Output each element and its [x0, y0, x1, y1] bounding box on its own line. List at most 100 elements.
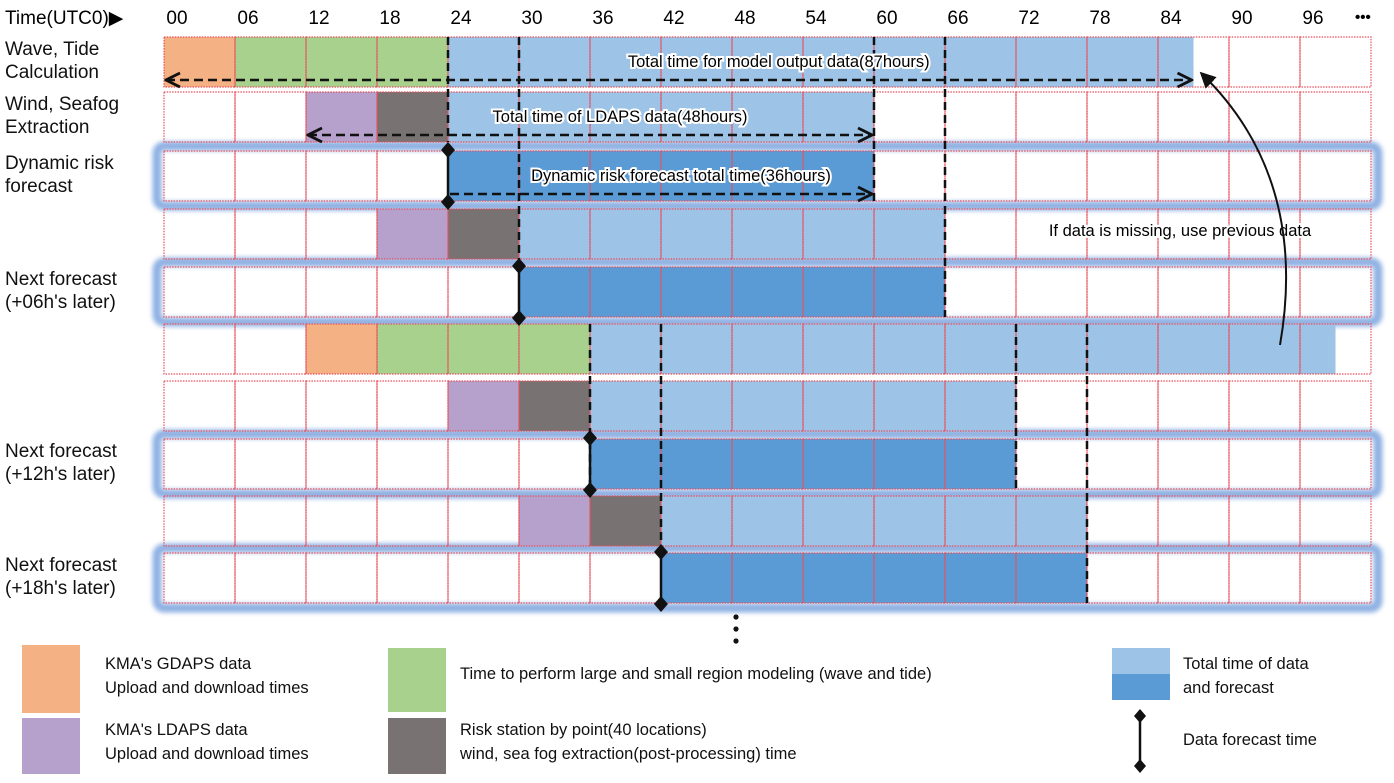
row-label: Dynamic risk forecast [5, 152, 114, 198]
grid-cell [1086, 495, 1159, 547]
grid-cell [376, 495, 449, 547]
hour-tick-label: 12 [308, 8, 329, 29]
legend-text: Upload and download times [105, 745, 309, 763]
grid-cell [1015, 91, 1088, 143]
grid-cell [163, 552, 236, 604]
legend-swatch-gdaps [22, 645, 80, 713]
hour-tick-label: 06 [237, 8, 258, 29]
duration-label: Total time for model output data(87hours… [628, 53, 930, 71]
forecast-time-diamond-icon [441, 142, 455, 210]
row-label-line: (+18h's later) [5, 578, 116, 599]
grid-cell [234, 552, 307, 604]
grid-cell [1157, 495, 1230, 547]
grid-cell [305, 380, 378, 432]
grid-cell [1157, 438, 1230, 490]
legend-text: Risk station by point(40 locations) [460, 721, 707, 739]
grid-cell [163, 495, 236, 547]
row-label-line: (+06h's later) [5, 292, 116, 313]
row-label-line: Next forecast [5, 269, 117, 290]
grid-cell [1228, 380, 1301, 432]
row-label-line: Wind, Seafog [5, 94, 120, 115]
row-label-line: Dynamic risk [5, 153, 114, 174]
forecast-time-diamond-icon [654, 544, 668, 612]
hour-tick-label: 54 [805, 8, 827, 29]
grid-cell [163, 438, 236, 490]
grid-cell [1228, 438, 1301, 490]
grid-cell [234, 438, 307, 490]
row-highlight [152, 257, 1383, 327]
hour-tick-label: 00 [166, 8, 187, 29]
grid-cell [944, 266, 1017, 318]
grid-cell [163, 266, 236, 318]
segment-modeling [377, 324, 590, 374]
grid-cell [1015, 150, 1088, 202]
grid-cell [1299, 495, 1372, 547]
legend-text: wind, sea fog extraction(post-processing… [460, 745, 797, 763]
axis-ellipsis: ••• [1355, 9, 1371, 26]
legend-swatch-ldaps [22, 718, 80, 774]
hour-tick-label: 96 [1302, 8, 1323, 29]
forecast-time-diamond-icon [583, 430, 597, 498]
grid-cell [944, 91, 1017, 143]
grid-cell [873, 91, 946, 143]
legend-swatch-total [1112, 648, 1170, 700]
grid-cell [447, 495, 520, 547]
grid-cell [163, 208, 236, 260]
grid-cell [305, 495, 378, 547]
segment-gdaps [306, 324, 377, 374]
legend-forecast-time: Data forecast time [1183, 731, 1317, 749]
segment-extraction [519, 381, 590, 431]
grid-cell [1228, 552, 1301, 604]
legend-text: KMA's GDAPS data [105, 655, 252, 673]
hour-tick-label: 36 [592, 8, 613, 29]
legend-ldaps: KMA's LDAPS data Upload and download time… [105, 718, 309, 766]
grid-cell [1299, 266, 1372, 318]
grid-cell [944, 208, 1017, 260]
legend-text: Upload and download times [105, 679, 309, 697]
grid-cell [1086, 438, 1159, 490]
grid-cell [1299, 208, 1372, 260]
hour-tick-label: 18 [379, 8, 400, 29]
grid-cell [1015, 438, 1088, 490]
grid-cell [1299, 36, 1372, 88]
grid-cell [234, 380, 307, 432]
grid-cell [589, 552, 662, 604]
segment-extraction [448, 209, 519, 259]
legend-modeling: Time to perform large and small region m… [460, 665, 932, 683]
grid-cell [1157, 91, 1230, 143]
segment-extraction [590, 496, 661, 546]
hour-tick-label: 24 [450, 8, 472, 29]
segment-data_total [590, 324, 1336, 374]
grid-cell [234, 266, 307, 318]
grid-cell [163, 91, 236, 143]
grid-cell [1299, 150, 1372, 202]
hour-tick-label: 60 [876, 8, 897, 29]
row-label: Next forecast (+18h's later) [5, 554, 117, 600]
grid-cell [1086, 552, 1159, 604]
row-label: Wave, Tide Calculation [5, 38, 99, 84]
row-label-line: Wave, Tide [5, 39, 100, 60]
grid-cell [163, 150, 236, 202]
row-label-line: Next forecast [5, 441, 117, 462]
curved-arrow [1199, 71, 1288, 346]
grid-cell [1086, 150, 1159, 202]
row-label-line: Next forecast [5, 555, 117, 576]
row-label-line: forecast [5, 176, 73, 197]
row-label-line: Calculation [5, 62, 99, 83]
grid-cell [305, 150, 378, 202]
grid-cell [376, 438, 449, 490]
grid-cell [234, 91, 307, 143]
hour-tick-label: 78 [1089, 8, 1110, 29]
legend-swatch-modeling [388, 648, 446, 712]
grid-cell [376, 380, 449, 432]
grid-cell [234, 495, 307, 547]
hour-tick-label: 48 [734, 8, 755, 29]
row-highlight [152, 429, 1383, 499]
grid-cell [447, 266, 520, 318]
grid-cell [518, 438, 591, 490]
grid-cell [1228, 495, 1301, 547]
grid-cell [944, 150, 1017, 202]
segment-ldaps [377, 209, 448, 259]
grid-cell [1228, 150, 1301, 202]
